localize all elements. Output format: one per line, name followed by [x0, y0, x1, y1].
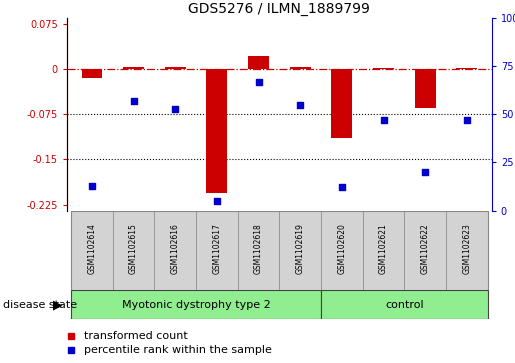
Text: GSM1102623: GSM1102623: [462, 224, 471, 274]
Bar: [238, 211, 280, 290]
Bar: [373, 68, 394, 69]
Bar: [446, 211, 488, 290]
Point: [462, 117, 471, 123]
Point: [296, 102, 304, 107]
Bar: [332, 69, 352, 138]
Bar: [248, 56, 269, 69]
Point: [254, 79, 263, 85]
Text: ▶: ▶: [53, 298, 62, 311]
Text: GSM1102620: GSM1102620: [337, 224, 347, 274]
Text: Myotonic dystrophy type 2: Myotonic dystrophy type 2: [122, 300, 270, 310]
Bar: [207, 69, 227, 192]
Bar: [404, 211, 446, 290]
Bar: [71, 211, 113, 290]
Text: GSM1102615: GSM1102615: [129, 224, 138, 274]
Bar: [196, 211, 238, 290]
Text: GSM1102619: GSM1102619: [296, 224, 305, 274]
Text: GSM1102616: GSM1102616: [171, 224, 180, 274]
Text: control: control: [385, 300, 424, 310]
Bar: [290, 67, 311, 69]
Text: GSM1102618: GSM1102618: [254, 224, 263, 274]
Point: [213, 198, 221, 204]
Text: percentile rank within the sample: percentile rank within the sample: [84, 345, 272, 355]
Point: [421, 169, 430, 175]
Bar: [280, 211, 321, 290]
Bar: [154, 211, 196, 290]
Point: [171, 106, 179, 111]
Bar: [81, 69, 102, 78]
Point: [129, 98, 138, 104]
Bar: [321, 211, 363, 290]
Point: [380, 117, 388, 123]
Text: GSM1102617: GSM1102617: [212, 224, 221, 274]
Bar: [71, 290, 321, 319]
Text: transformed count: transformed count: [84, 331, 187, 341]
Text: GSM1102614: GSM1102614: [88, 224, 96, 274]
Title: GDS5276 / ILMN_1889799: GDS5276 / ILMN_1889799: [188, 2, 370, 16]
Bar: [165, 67, 186, 69]
Point: [88, 183, 96, 188]
Text: GSM1102621: GSM1102621: [379, 224, 388, 274]
Bar: [456, 68, 477, 69]
Bar: [113, 211, 154, 290]
Text: disease state: disease state: [3, 300, 77, 310]
Bar: [363, 211, 404, 290]
Bar: [321, 290, 488, 319]
Bar: [123, 67, 144, 69]
Point: [338, 184, 346, 190]
Text: GSM1102622: GSM1102622: [421, 224, 430, 274]
Bar: [415, 69, 436, 108]
